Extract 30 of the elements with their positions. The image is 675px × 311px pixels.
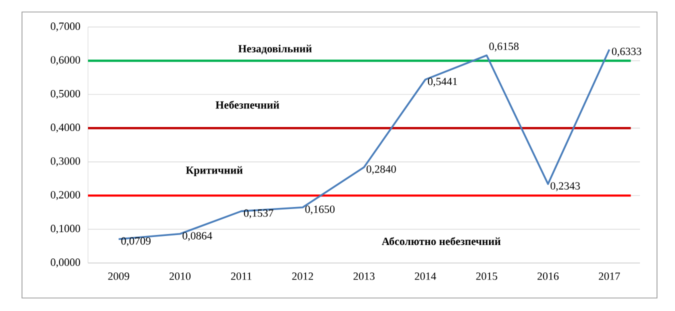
x-tick-label: 2017 [598, 272, 620, 280]
y-tick-label: 0,2000 [50, 191, 80, 200]
data-label: 0,0709 [121, 237, 151, 246]
data-label: 0,2343 [550, 182, 580, 192]
data-label: 0,0864 [182, 232, 212, 242]
annotation: Абсолютно небезпечний [382, 237, 501, 246]
x-tick-label: 2016 [538, 272, 559, 280]
ref-line-label: Небезпечний [216, 100, 280, 109]
x-tick-label: 2011 [231, 272, 252, 280]
x-tick-label: 2010 [170, 272, 191, 280]
ref-line-label: Критичний [186, 166, 243, 176]
data-label: 0,6333 [612, 48, 642, 57]
y-tick-label: 0,6000 [50, 56, 80, 66]
data-label: 0,2840 [366, 165, 396, 174]
y-tick-label: 0,3000 [50, 157, 80, 166]
y-tick-label: 0,1000 [50, 224, 80, 234]
y-tick-label: 0,7000 [50, 22, 80, 32]
x-tick-label: 2015 [476, 272, 498, 280]
data-label: 0,1537 [244, 209, 274, 218]
data-label: 0,1650 [305, 206, 335, 215]
data-label: 0,5441 [428, 78, 457, 87]
y-tick-label: 0,0000 [50, 258, 80, 268]
y-tick-label: 0,5000 [50, 90, 80, 99]
x-tick-label: 2012 [292, 272, 314, 280]
x-tick-label: 2014 [414, 272, 436, 280]
data-label: 0,6158 [489, 42, 519, 52]
x-tick-label: 2009 [108, 272, 130, 280]
x-tick-label: 2013 [354, 272, 375, 280]
y-tick-label: 0,4000 [50, 124, 80, 133]
ref-line-label: Незадовільний [238, 44, 312, 54]
